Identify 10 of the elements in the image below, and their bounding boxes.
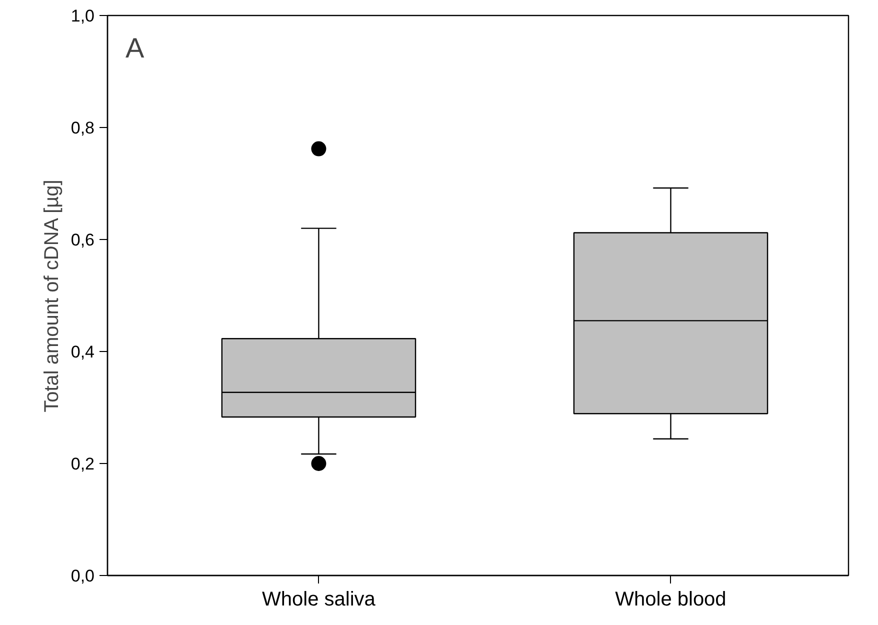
y-tick-label: 0,4 [70,342,95,362]
y-tick-label: 0,0 [70,566,95,586]
x-tick-label: Whole saliva [262,588,376,610]
y-tick-label: 0,6 [70,230,95,250]
x-tick-label: Whole blood [615,588,726,610]
y-tick-label: 1,0 [70,6,95,26]
annotation: A [126,32,144,64]
y-tick-label: 0,8 [70,118,95,138]
y-axis-title: Total amount of cDNA [µg] [40,180,63,412]
y-tick-label: 0,2 [70,454,95,474]
